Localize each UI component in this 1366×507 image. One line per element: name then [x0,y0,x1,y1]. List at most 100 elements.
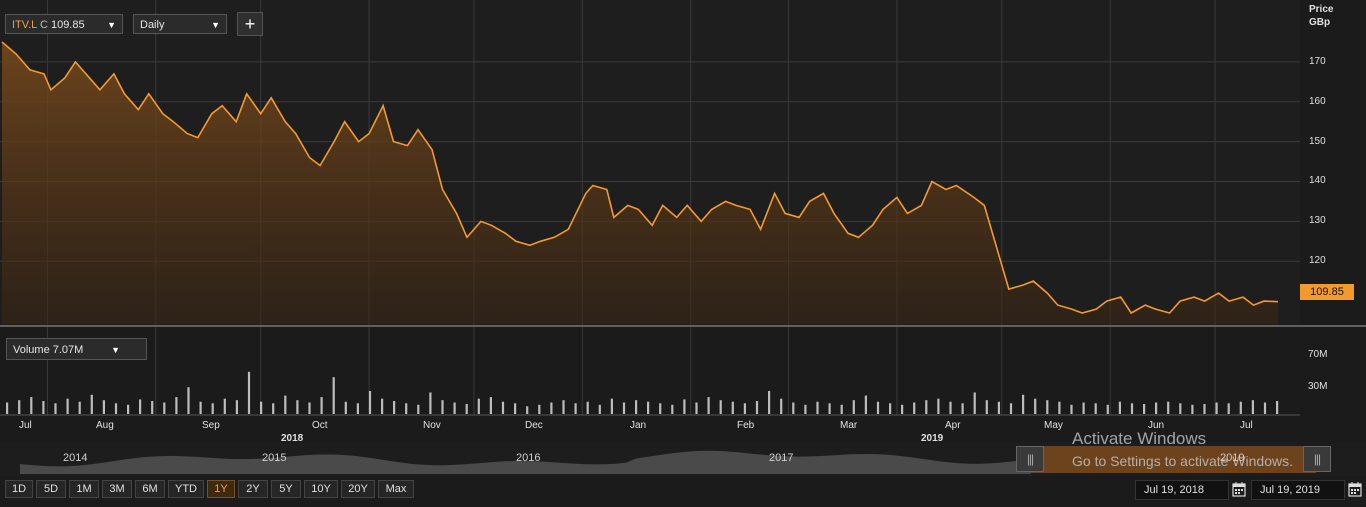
start-date-field[interactable]: Jul 19, 2018 [1135,480,1229,500]
volume-bar [6,402,9,414]
volume-bar [780,398,783,414]
volume-tick-70m: 70M [1308,349,1328,360]
volume-bar [1155,402,1158,414]
volume-bar [913,402,916,414]
volume-bar [187,387,190,414]
volume-bar [695,402,698,414]
interval-selector[interactable]: Daily ▼ [133,14,227,34]
range-button-1d[interactable]: 1D [5,480,33,498]
month-label: Mar [840,420,858,431]
volume-bar [731,401,734,414]
volume-bar [417,404,420,414]
price-tick-label: 170 [1309,55,1326,67]
volume-bar [864,395,867,414]
volume-bar [1167,401,1170,414]
volume-bar [1094,403,1097,414]
month-label: Jul [1240,420,1253,431]
chevron-down-icon: ▼ [211,20,220,30]
volume-bar [139,399,142,414]
volume-bar [1215,402,1218,414]
volume-bar [961,403,964,414]
volume-bar [743,403,746,414]
volume-bar [1191,404,1194,414]
volume-bar [889,403,892,414]
volume-bar [199,401,202,414]
volume-bar [1251,400,1254,414]
volume-bar [949,401,952,414]
range-button-1y[interactable]: 1Y [207,480,235,498]
volume-bar [501,401,505,414]
range-button-5d[interactable]: 5D [36,480,66,498]
volume-bar [308,402,311,414]
range-button-6m[interactable]: 6M [135,480,165,498]
volume-bar [1203,404,1206,414]
volume-bar [127,404,130,414]
month-label: Jan [630,420,647,431]
range-button-5y[interactable]: 5Y [271,480,301,498]
volume-bar [1179,403,1182,414]
range-button-2y[interactable]: 2Y [238,480,268,498]
volume-bar [90,394,93,414]
navigator-right-handle[interactable]: ||| [1303,446,1331,472]
navigator-year: 2016 [516,452,541,464]
volume-bar [574,403,577,414]
navigator-history-area [20,450,1031,474]
volume-bars [6,371,1279,414]
last-price-marker: 109.85 [1300,284,1354,300]
close-value: 109.85 [50,19,85,31]
volume-tick-30m: 30M [1308,381,1328,392]
calendar-icon[interactable] [1232,481,1246,497]
volume-bar [755,401,759,414]
range-button-1m[interactable]: 1M [69,480,99,498]
volume-bar [151,401,154,414]
end-date-field[interactable]: Jul 19, 2019 [1251,480,1345,500]
volume-bar [1022,394,1025,414]
volume-bar [320,397,323,414]
interval-label: Daily [140,19,165,31]
month-label: Jun [1148,420,1165,431]
volume-bar [453,402,456,414]
volume-bar [707,397,710,414]
price-tick-label: 160 [1309,95,1326,107]
range-button-10y[interactable]: 10Y [304,480,338,498]
month-label: Dec [525,420,543,431]
month-label: Oct [312,420,328,431]
volume-bar [272,403,275,414]
volume-bar [1130,403,1134,414]
volume-bar [1046,400,1049,414]
volume-bar [284,395,287,414]
range-button-3m[interactable]: 3M [102,480,132,498]
navigator-left-handle[interactable]: ||| [1016,446,1044,472]
month-label: Nov [423,420,441,431]
price-tick-label: 130 [1309,215,1326,227]
volume-bar [937,398,940,414]
calendar-icon[interactable] [1348,481,1362,497]
volume-bar [223,398,226,414]
volume-bar [42,401,45,414]
volume-bar [296,400,299,414]
symbol-selector[interactable]: ITV.L C 109.85 ▼ [5,14,123,34]
volume-bar [1227,403,1230,414]
volume-bar [405,403,408,414]
price-axis-title: Price [1309,4,1334,15]
volume-bar [586,401,589,414]
plus-icon: + [244,14,256,34]
navigator-year: 2017 [769,452,794,464]
range-button-ytd[interactable]: YTD [168,480,204,498]
range-button-max[interactable]: Max [378,480,414,498]
add-indicator-button[interactable]: + [237,12,263,36]
volume-bar [247,371,251,414]
volume-selector[interactable]: Volume 7.07M ▼ [6,338,147,360]
volume-bar [635,400,638,414]
volume-bar [54,403,57,414]
volume-bar [671,404,674,414]
month-label: Aug [96,420,114,431]
volume-bar [925,400,928,414]
volume-bar [538,404,541,414]
volume-bar [768,391,771,414]
volume-bar [1058,401,1061,414]
range-button-20y[interactable]: 20Y [341,480,375,498]
month-label: Sep [202,420,220,431]
navigator-year: 2019 [1220,452,1245,464]
